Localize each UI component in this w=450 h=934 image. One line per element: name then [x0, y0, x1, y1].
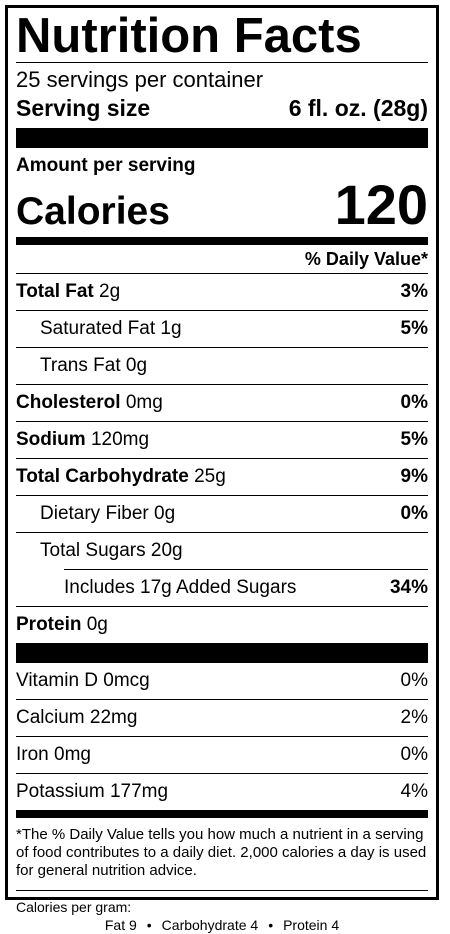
servings-per-container: 25 servings per container [16, 67, 264, 92]
mineral-dv: 2% [400, 707, 428, 728]
medium-divider-footnote [16, 810, 428, 818]
calories-row: Calories 120 [16, 177, 428, 233]
calories-value: 120 [334, 173, 428, 236]
separator-dot: • [146, 917, 152, 933]
fat-calories: Fat 9 [104, 917, 137, 933]
amount-per-serving: Amount per serving [16, 155, 196, 176]
nutrient-row-total-sugars: Total Sugars 20g [16, 532, 428, 569]
mineral-row-vitamin-d: Vitamin D 0mcg 0% [16, 663, 428, 699]
nutrient-name: Total Sugars [40, 540, 146, 561]
nutrient-name: Saturated Fat [40, 318, 156, 339]
nutrient-name: Protein [16, 614, 82, 635]
nutrient-dv: 5% [400, 318, 428, 339]
mineral-dv: 0% [400, 744, 428, 765]
nutrition-facts-label: Nutrition Facts 25 servings per containe… [5, 5, 439, 933]
calories-per-gram-label: Calories per gram: [16, 899, 132, 915]
mineral-row-calcium: Calcium 22mg 2% [16, 699, 428, 736]
nutrient-amount: 2g [99, 281, 121, 302]
mineral-dv: 4% [400, 781, 428, 802]
serving-size-row: Serving size 6 fl. oz. (28g) [16, 94, 428, 122]
mineral-row-iron: Iron 0mg 0% [16, 736, 428, 773]
nutrient-name: Cholesterol [16, 392, 121, 413]
calories-per-gram-values: Fat 9 • Carbohydrate 4 • Protein 4 [16, 917, 428, 934]
nutrient-dv: 34% [389, 577, 428, 598]
mineral-name: Potassium 177mg [16, 781, 169, 802]
nutrient-row-added-sugars: Includes 17g Added Sugars 34% [64, 570, 428, 606]
serving-size-value: 6 fl. oz. (28g) [288, 95, 428, 121]
mineral-row-potassium: Potassium 177mg 4% [16, 773, 428, 810]
mineral-name: Vitamin D 0mcg [16, 670, 150, 691]
daily-value-footnote: *The % Daily Value tells you how much a … [16, 826, 427, 879]
nutrient-amount: 0mg [125, 392, 163, 413]
nutrient-name: Dietary Fiber [40, 503, 149, 524]
label-title: Nutrition Facts [16, 9, 362, 63]
thick-divider-vitamins [16, 643, 428, 663]
medium-divider [16, 237, 428, 245]
nutrient-amount: 0g [154, 503, 176, 524]
nutrient-name: Total Carbohydrate [16, 466, 189, 487]
added-sugars-wrap: Includes 17g Added Sugars 34% [64, 569, 428, 606]
nutrient-dv: 0% [400, 503, 428, 524]
nutrient-amount: 20g [150, 540, 183, 561]
nutrient-row-protein: Protein 0g [16, 606, 428, 643]
nutrient-amount: 0g [125, 355, 148, 376]
nutrient-amount: 0g [86, 614, 108, 635]
carbohydrate-calories: Carbohydrate 4 [161, 917, 259, 933]
nutrient-amount: 120mg [90, 429, 150, 450]
calories-label: Calories [16, 190, 170, 233]
nutrient-name: Includes 17g Added Sugars [64, 577, 297, 598]
mineral-name: Calcium 22mg [16, 707, 138, 728]
nutrient-row-total-carbohydrate: Total Carbohydrate 25g 9% [16, 458, 428, 495]
mineral-name: Iron 0mg [16, 744, 91, 765]
nutrient-row-sodium: Sodium 120mg 5% [16, 421, 428, 458]
nutrient-row-trans-fat: Trans Fat 0g [16, 347, 428, 384]
nutrient-row-total-fat: Total Fat 2g 3% [16, 273, 428, 310]
calories-per-gram: Calories per gram: Fat 9 • Carbohydrate 4 •… [16, 890, 428, 934]
mineral-dv: 0% [400, 670, 428, 691]
protein-calories: Protein 4 [283, 917, 340, 933]
nutrient-row-saturated-fat: Saturated Fat 1g 5% [16, 310, 428, 347]
daily-value-header: % Daily Value* [304, 249, 428, 269]
nutrient-dv: 9% [400, 466, 428, 487]
nutrient-row-dietary-fiber: Dietary Fiber 0g 0% [16, 495, 428, 532]
nutrient-dv: 0% [400, 392, 428, 413]
nutrient-dv: 5% [400, 429, 428, 450]
nutrient-row-cholesterol: Cholesterol 0mg 0% [16, 384, 428, 421]
nutrient-name: Trans Fat [40, 355, 121, 376]
thick-divider [16, 128, 428, 148]
title-divider [16, 62, 428, 63]
separator-dot: • [268, 917, 274, 933]
nutrient-name: Total Fat [16, 281, 94, 302]
nutrient-name: Sodium [16, 429, 86, 450]
nutrient-amount: 1g [160, 318, 182, 339]
nutrient-dv: 3% [400, 281, 428, 302]
nutrient-amount: 25g [194, 466, 226, 487]
serving-size-label: Serving size [16, 95, 151, 121]
